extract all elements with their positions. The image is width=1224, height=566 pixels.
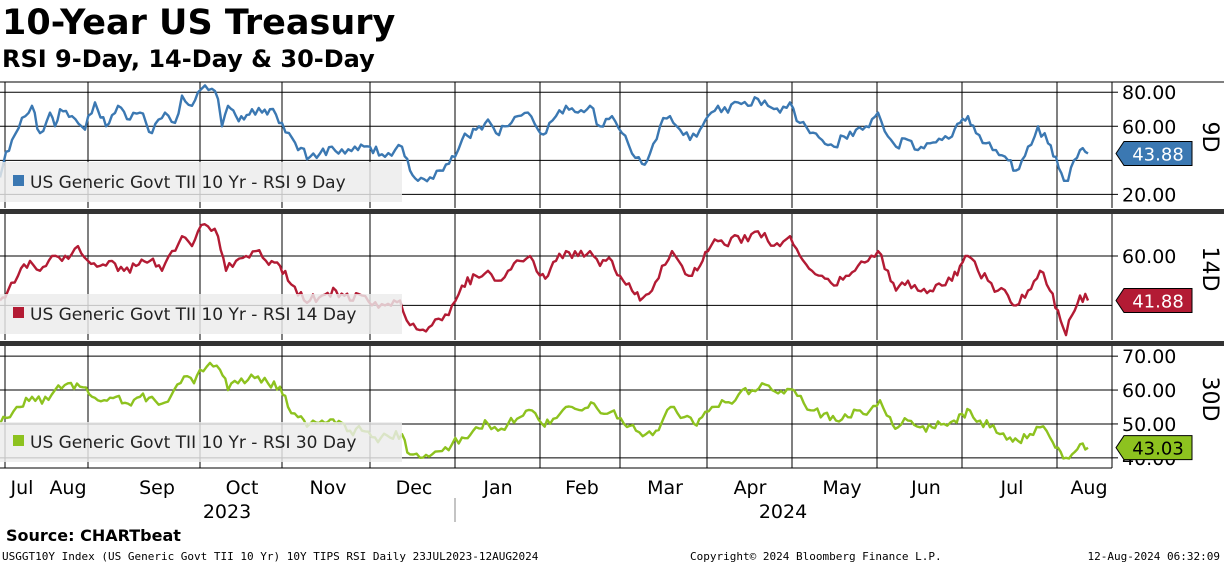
tick-label: 60.00 bbox=[1122, 380, 1176, 402]
x-tick-label: Jul bbox=[1000, 477, 1024, 499]
chart-title: 10-Year US Treasury bbox=[2, 3, 396, 43]
x-tick-label: Dec bbox=[396, 477, 433, 499]
tick-label: 50.00 bbox=[1122, 414, 1176, 436]
source-label: Source: CHARTbeat bbox=[6, 526, 181, 545]
x-tick-label: Nov bbox=[309, 477, 346, 499]
x-tick-label: Apr bbox=[734, 477, 767, 499]
panel-tag: 9D bbox=[1197, 122, 1222, 153]
x-tick-label: Feb bbox=[565, 477, 599, 499]
tick-label: 20.00 bbox=[1122, 184, 1176, 206]
last-value-label: 43.03 bbox=[1132, 439, 1184, 460]
panel-9D: US Generic Govt TII 10 Yr - RSI 9 Day 80.… bbox=[0, 82, 1222, 208]
footer-timestamp: 12-Aug-2024 06:32:09 bbox=[1087, 550, 1220, 563]
x-tick-label: Aug bbox=[49, 477, 86, 499]
tick-label: 60.00 bbox=[1122, 116, 1176, 138]
series-line-30D bbox=[0, 361, 1089, 460]
x-tick-label: Jun bbox=[910, 477, 941, 499]
last-value-label: 41.88 bbox=[1132, 291, 1184, 312]
x-tick-label: Sep bbox=[139, 477, 175, 499]
tick-label: 70.00 bbox=[1122, 346, 1176, 368]
footer-description: USGGT10Y Index (US Generic Govt TII 10 Y… bbox=[2, 550, 539, 563]
panel-30D: US Generic Govt TII 10 Yr - RSI 30 Day 70… bbox=[0, 346, 1222, 470]
x-tick-label: Jul bbox=[10, 477, 34, 499]
legend-label: US Generic Govt TII 10 Yr - RSI 30 Day bbox=[30, 433, 356, 453]
x-tick-label: Jan bbox=[482, 477, 512, 499]
legend-box bbox=[0, 294, 402, 334]
last-value-flag bbox=[1115, 287, 1193, 313]
tick-label: 80.00 bbox=[1122, 82, 1176, 104]
chart-subtitle: RSI 9-Day, 14-Day & 30-Day bbox=[2, 45, 375, 73]
footer-copyright: Copyright© 2024 Bloomberg Finance L.P. bbox=[690, 550, 942, 563]
year-label: 2024 bbox=[759, 501, 807, 523]
last-value-label: 43.88 bbox=[1132, 145, 1184, 166]
tick-label: 60.00 bbox=[1122, 246, 1176, 268]
legend-box bbox=[0, 422, 402, 462]
legend-swatch bbox=[13, 175, 24, 186]
panel-tag: 30D bbox=[1197, 377, 1222, 422]
last-value-flag bbox=[1115, 141, 1193, 167]
legend-swatch bbox=[13, 435, 24, 446]
legend-box bbox=[0, 162, 402, 202]
legend-swatch bbox=[13, 307, 24, 318]
series-line-9D bbox=[0, 84, 1089, 183]
legend-label: US Generic Govt TII 10 Yr - RSI 14 Day bbox=[30, 305, 356, 325]
last-value-flag bbox=[1115, 435, 1193, 461]
x-tick-label: Aug bbox=[1070, 477, 1107, 499]
panel-tag: 14D bbox=[1197, 247, 1222, 292]
panel-14D: US Generic Govt TII 10 Yr - RSI 14 Day 60… bbox=[0, 214, 1222, 340]
x-tick-label: Mar bbox=[647, 477, 683, 499]
series-line-14D bbox=[0, 223, 1090, 337]
x-tick-label: May bbox=[822, 477, 861, 499]
panel-separator bbox=[0, 341, 1224, 346]
x-tick-label: Oct bbox=[226, 477, 259, 499]
panel-separator bbox=[0, 209, 1224, 214]
year-label: 2023 bbox=[203, 501, 251, 523]
legend-label: US Generic Govt TII 10 Yr - RSI 9 Day bbox=[30, 173, 346, 193]
